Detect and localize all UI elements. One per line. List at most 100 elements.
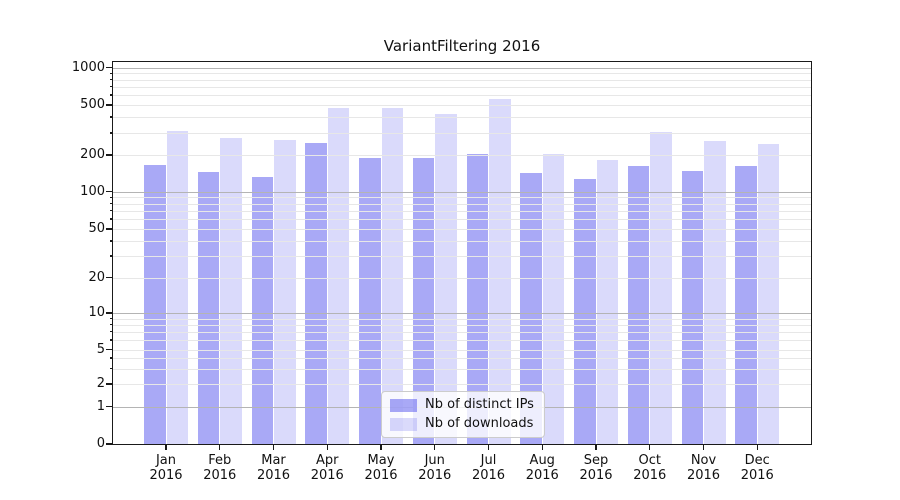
gridline-minor-300 bbox=[113, 132, 811, 134]
x-tick-oct bbox=[649, 444, 651, 450]
gridline-minor-50 bbox=[113, 229, 811, 230]
gridline-minor-900 bbox=[113, 73, 811, 75]
y-tick-100 bbox=[106, 190, 113, 193]
legend-row-ips: Nb of distinct IPs bbox=[390, 398, 534, 412]
gridline-minor-5 bbox=[113, 349, 811, 351]
chart-title: VariantFiltering 2016 bbox=[383, 37, 541, 55]
x-tick-year-mar: 2016 bbox=[256, 468, 291, 483]
x-tick-nov bbox=[702, 444, 705, 450]
gridline-minor-9 bbox=[113, 318, 811, 320]
bar-ips-oct bbox=[627, 166, 650, 444]
x-tick-year-dec: 2016 bbox=[740, 468, 774, 483]
bar-downloads-oct bbox=[650, 131, 672, 444]
gridline-minor-600 bbox=[113, 95, 811, 97]
bar-ips-nov bbox=[681, 170, 703, 444]
x-tick-jan bbox=[165, 444, 167, 450]
bar-ips-may bbox=[359, 157, 381, 444]
x-tick-label-oct: Oct 2016 bbox=[620, 453, 680, 483]
gridline-minor-8 bbox=[113, 324, 811, 326]
y-tick-1000 bbox=[106, 66, 113, 69]
gridline-major-1000 bbox=[113, 67, 811, 69]
x-tick-jun bbox=[434, 444, 436, 450]
bar-ips-dec bbox=[735, 166, 757, 444]
y-tick-5 bbox=[106, 348, 113, 351]
y-tick-200 bbox=[106, 154, 113, 156]
x-tick-feb bbox=[219, 444, 221, 450]
bar-ips-mar bbox=[251, 177, 273, 444]
y-minor-tick-800 bbox=[109, 78, 113, 81]
gridline-minor-400 bbox=[113, 117, 811, 119]
y-tick-label-5: 5 bbox=[96, 341, 105, 357]
y-tick-label-10: 10 bbox=[88, 305, 105, 320]
x-tick-year-nov: 2016 bbox=[686, 468, 721, 483]
gridline-minor-7 bbox=[113, 331, 811, 333]
x-tick-label-nov: Nov 2016 bbox=[674, 453, 734, 483]
gridline-major-100 bbox=[113, 191, 811, 193]
x-tick-jul bbox=[487, 444, 490, 450]
gridline-minor-70 bbox=[113, 210, 811, 212]
bar-downloads-nov bbox=[704, 140, 726, 444]
y-minor-tick-80 bbox=[109, 202, 113, 205]
y-tick-label-1000: 1000 bbox=[71, 59, 105, 75]
y-tick-label-50: 50 bbox=[88, 221, 105, 236]
gridline-minor-3 bbox=[113, 368, 811, 370]
y-minor-tick-6 bbox=[109, 339, 113, 341]
y-tick-label-200: 200 bbox=[80, 147, 105, 162]
x-tick-aug bbox=[541, 444, 543, 450]
bar-ips-jan bbox=[144, 164, 166, 444]
legend: Nb of distinct IPs Nb of downloads bbox=[381, 391, 545, 438]
y-minor-tick-9 bbox=[109, 317, 113, 320]
gridline-minor-700 bbox=[113, 86, 811, 88]
gridline-minor-4 bbox=[113, 357, 811, 359]
y-minor-tick-600 bbox=[109, 94, 113, 96]
legend-label-downloads: Nb of downloads bbox=[425, 416, 534, 431]
gridline-minor-2 bbox=[113, 384, 811, 385]
legend-swatch-downloads bbox=[390, 417, 417, 431]
y-minor-tick-7 bbox=[109, 331, 113, 333]
x-tick-label-sep: Sep 2016 bbox=[566, 453, 626, 483]
y-minor-tick-300 bbox=[109, 132, 113, 134]
bar-ips-sep bbox=[574, 179, 596, 444]
plot-area bbox=[112, 61, 812, 445]
gridline-minor-40 bbox=[113, 240, 811, 242]
x-tick-dec bbox=[756, 444, 758, 450]
legend-row-downloads: Nb of downloads bbox=[390, 417, 534, 431]
gridline-minor-30 bbox=[113, 256, 811, 258]
y-tick-label-1: 1 bbox=[96, 398, 105, 414]
y-minor-tick-900 bbox=[109, 72, 113, 74]
gridline-minor-200 bbox=[113, 155, 811, 156]
bar-downloads-apr bbox=[327, 108, 350, 444]
bar-downloads-feb bbox=[220, 138, 242, 444]
bar-downloads-aug bbox=[542, 153, 565, 444]
x-tick-year-sep: 2016 bbox=[579, 468, 613, 483]
bar-downloads-jan bbox=[166, 130, 188, 444]
x-tick-year-feb: 2016 bbox=[203, 468, 237, 483]
x-tick-label-may: May 2016 bbox=[351, 453, 411, 483]
x-tick-label-mar: Mar 2016 bbox=[244, 453, 304, 483]
y-minor-tick-400 bbox=[109, 116, 113, 118]
x-tick-may bbox=[380, 444, 382, 450]
gridline-minor-6 bbox=[113, 339, 811, 341]
legend-label-distinct-ips: Nb of distinct IPs bbox=[425, 397, 534, 412]
x-tick-year-aug: 2016 bbox=[525, 468, 559, 483]
bar-downloads-sep bbox=[596, 159, 618, 444]
y-tick-label-500: 500 bbox=[80, 97, 105, 112]
y-tick-20 bbox=[106, 276, 113, 279]
y-tick-2 bbox=[106, 383, 113, 385]
x-tick-label-jun: Jun 2016 bbox=[405, 453, 465, 483]
bar-downloads-mar bbox=[274, 139, 296, 444]
y-tick-label-2: 2 bbox=[96, 376, 105, 391]
y-tick-label-100: 100 bbox=[80, 183, 105, 199]
y-tick-500 bbox=[106, 104, 113, 106]
y-tick-label-0: 0 bbox=[96, 436, 105, 451]
bar-downloads-jul bbox=[489, 98, 511, 444]
y-minor-tick-90 bbox=[109, 196, 113, 198]
y-minor-tick-40 bbox=[109, 240, 113, 242]
x-tick-sep bbox=[595, 444, 597, 450]
x-tick-apr bbox=[326, 444, 328, 450]
gridline-minor-20 bbox=[113, 277, 811, 279]
gridline-major-10 bbox=[113, 313, 811, 314]
bar-ips-jul bbox=[466, 154, 488, 444]
bar-downloads-jun bbox=[435, 114, 457, 444]
